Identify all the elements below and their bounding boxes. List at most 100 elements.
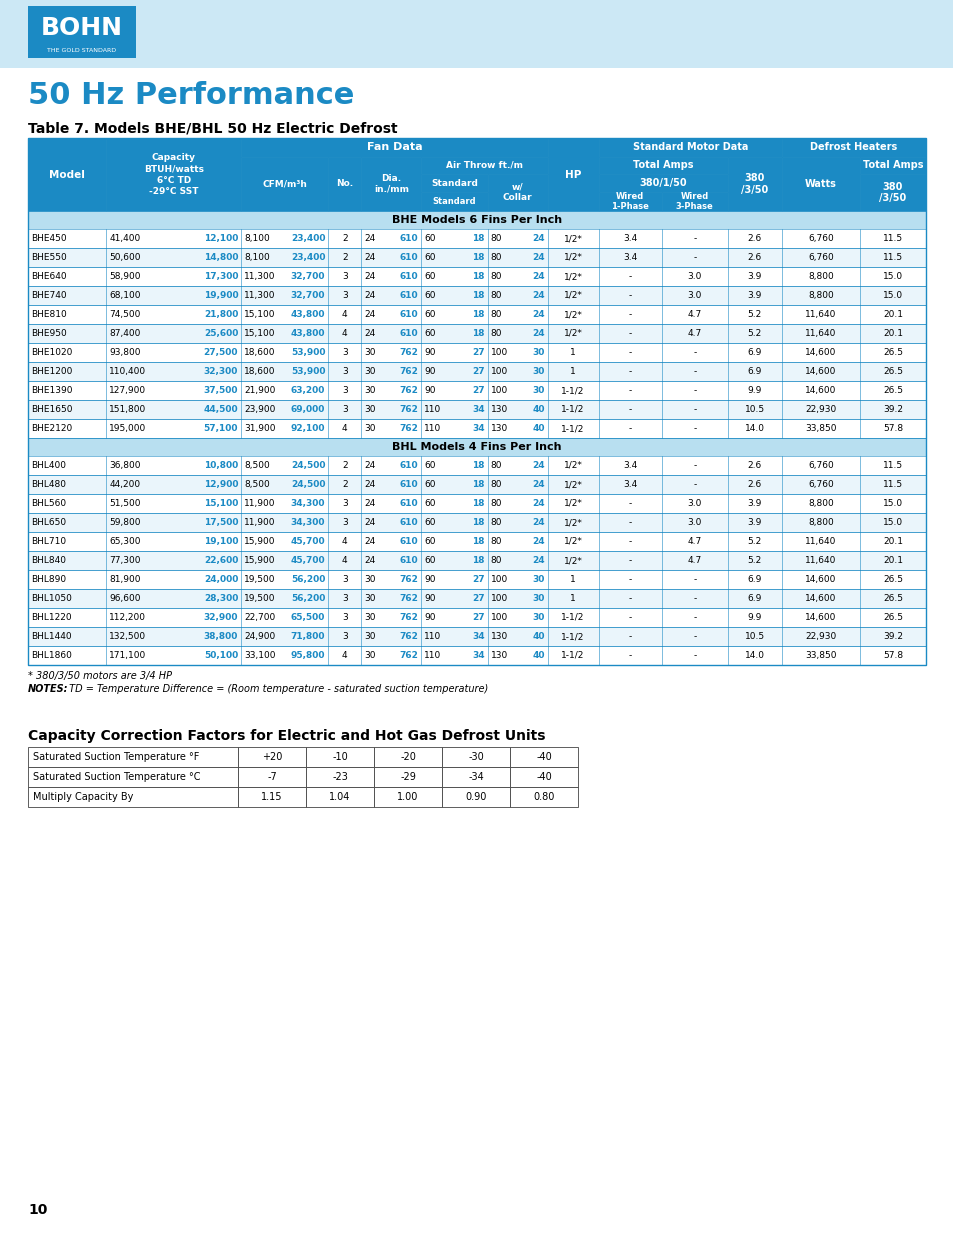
Text: 12,100: 12,100: [204, 233, 238, 243]
Text: 4: 4: [342, 556, 347, 564]
Text: 80: 80: [490, 537, 501, 546]
Text: 24: 24: [364, 291, 375, 300]
Text: 60: 60: [424, 499, 436, 508]
Text: * 380/3/50 motors are 3/4 HP: * 380/3/50 motors are 3/4 HP: [28, 671, 172, 680]
Text: 24,500: 24,500: [291, 480, 325, 489]
Text: -: -: [693, 461, 696, 471]
Text: 14,600: 14,600: [804, 576, 836, 584]
Text: -20: -20: [399, 752, 416, 762]
Text: 762: 762: [399, 632, 418, 641]
Text: BHE950: BHE950: [30, 329, 67, 338]
Bar: [28, 608, 925, 627]
Text: 40: 40: [532, 632, 544, 641]
Text: -: -: [693, 387, 696, 395]
Bar: [237, 787, 306, 806]
Text: BHE2120: BHE2120: [30, 424, 72, 433]
Text: 15,100: 15,100: [244, 310, 275, 319]
Text: 14.0: 14.0: [744, 651, 764, 659]
Text: 6.9: 6.9: [747, 367, 761, 375]
Text: 1-1/2: 1-1/2: [560, 387, 584, 395]
Text: BHE640: BHE640: [30, 272, 67, 282]
Bar: [374, 767, 441, 787]
Text: 68,100: 68,100: [109, 291, 140, 300]
Text: -: -: [628, 632, 631, 641]
Text: 3: 3: [341, 291, 347, 300]
Text: BHL710: BHL710: [30, 537, 66, 546]
Text: 14,800: 14,800: [204, 253, 238, 262]
Text: 15,100: 15,100: [204, 499, 238, 508]
Text: -34: -34: [468, 772, 483, 782]
Text: Total Amps: Total Amps: [632, 161, 693, 170]
Text: 44,200: 44,200: [109, 480, 140, 489]
Bar: [598, 157, 727, 174]
Bar: [28, 456, 925, 475]
Text: 80: 80: [490, 461, 501, 471]
Text: 21,900: 21,900: [244, 387, 275, 395]
Text: 34: 34: [472, 651, 484, 659]
Text: 15.0: 15.0: [882, 517, 902, 527]
Text: 3.4: 3.4: [622, 253, 637, 262]
Text: 24: 24: [532, 480, 544, 489]
Bar: [661, 191, 727, 211]
Bar: [28, 494, 925, 513]
Text: BHL1050: BHL1050: [30, 594, 71, 603]
Text: 24: 24: [364, 233, 375, 243]
Text: 1/2*: 1/2*: [563, 461, 582, 471]
Text: 14,600: 14,600: [804, 367, 836, 375]
Text: 8,800: 8,800: [807, 291, 833, 300]
Text: 38,800: 38,800: [204, 632, 238, 641]
Text: -: -: [628, 291, 631, 300]
Text: 3.9: 3.9: [747, 291, 761, 300]
Text: 1/2*: 1/2*: [563, 291, 582, 300]
Text: 43,800: 43,800: [291, 310, 325, 319]
Text: 56,200: 56,200: [291, 576, 325, 584]
Text: Air Throw ft./m: Air Throw ft./m: [446, 161, 522, 170]
Text: BHE810: BHE810: [30, 310, 67, 319]
Text: 24: 24: [364, 480, 375, 489]
Text: -: -: [628, 367, 631, 375]
Bar: [510, 747, 578, 767]
Text: 51,500: 51,500: [109, 499, 140, 508]
Text: 6,760: 6,760: [807, 253, 833, 262]
Text: 100: 100: [490, 613, 507, 622]
Text: 18,600: 18,600: [244, 348, 275, 357]
Text: 95,800: 95,800: [291, 651, 325, 659]
Text: -10: -10: [332, 752, 348, 762]
Text: 3.9: 3.9: [747, 499, 761, 508]
Text: -: -: [628, 310, 631, 319]
Text: 18: 18: [472, 272, 484, 282]
Text: -: -: [628, 348, 631, 357]
Text: 90: 90: [424, 348, 436, 357]
Text: BHL560: BHL560: [30, 499, 66, 508]
Text: 11.5: 11.5: [882, 461, 902, 471]
Text: 22,930: 22,930: [804, 632, 836, 641]
Text: 8,500: 8,500: [244, 480, 270, 489]
Text: 40: 40: [532, 424, 544, 433]
Text: 19,100: 19,100: [204, 537, 238, 546]
Text: 26.5: 26.5: [882, 348, 902, 357]
Text: 30: 30: [532, 348, 544, 357]
Bar: [28, 589, 925, 608]
Text: 90: 90: [424, 594, 436, 603]
Text: 1-1/2: 1-1/2: [560, 424, 584, 433]
Text: THE GOLD STANDARD: THE GOLD STANDARD: [48, 47, 116, 53]
Text: 1/2*: 1/2*: [563, 537, 582, 546]
Text: 1.00: 1.00: [396, 792, 418, 802]
Bar: [241, 157, 328, 211]
Bar: [0, 0, 953, 68]
Text: 57.8: 57.8: [882, 651, 902, 659]
Text: 110: 110: [424, 632, 441, 641]
Text: 26.5: 26.5: [882, 387, 902, 395]
Text: 69,000: 69,000: [291, 405, 325, 414]
Text: BHL650: BHL650: [30, 517, 66, 527]
Bar: [28, 646, 925, 664]
Text: 1/2*: 1/2*: [563, 310, 582, 319]
Text: 3.4: 3.4: [622, 233, 637, 243]
Text: 24: 24: [532, 537, 544, 546]
Text: Saturated Suction Temperature °C: Saturated Suction Temperature °C: [33, 772, 200, 782]
Bar: [859, 174, 925, 211]
Text: -: -: [628, 594, 631, 603]
Bar: [598, 138, 781, 157]
Text: 4.7: 4.7: [687, 310, 701, 319]
Bar: [306, 747, 374, 767]
